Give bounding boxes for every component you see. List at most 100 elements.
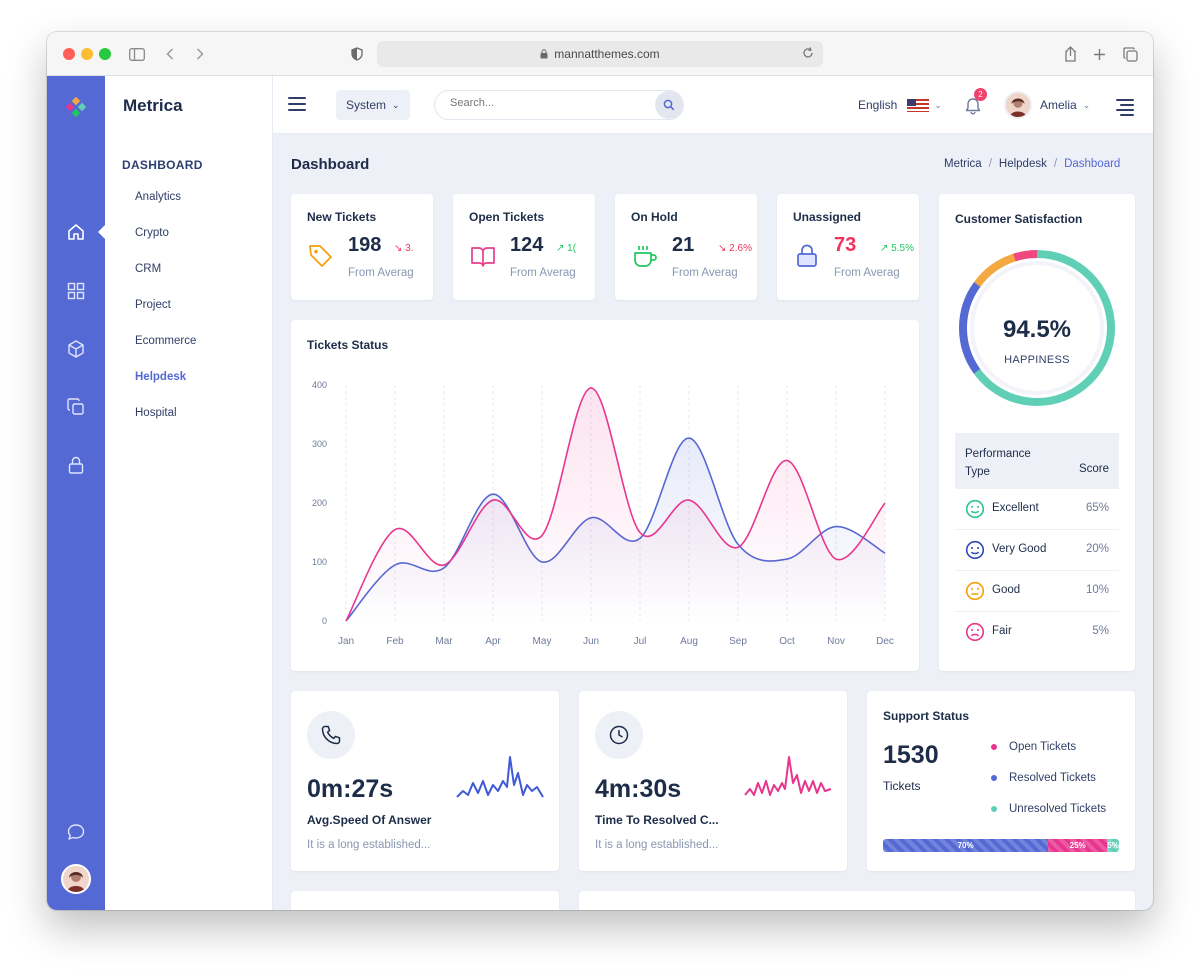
shield-icon[interactable] (347, 44, 367, 64)
tabs-overview-icon[interactable] (1120, 44, 1140, 64)
performance-type: Good (992, 584, 1021, 596)
minimize-window-button[interactable] (81, 48, 93, 60)
bottom-card (291, 891, 559, 910)
search-box (434, 90, 684, 120)
satisfaction-label: HAPPINESS (1004, 354, 1070, 366)
page-title: Dashboard (291, 156, 370, 173)
performance-type: Very Good (992, 543, 1047, 555)
browser-window: mannatthemes.com (47, 32, 1153, 910)
menu-toggle-icon[interactable] (288, 97, 306, 111)
column-header-type: Performance Type (965, 448, 1031, 478)
close-window-button[interactable] (63, 48, 75, 60)
performance-score: 5% (1092, 625, 1109, 637)
system-dropdown[interactable]: System ⌄ (336, 90, 410, 120)
y-tick-label: 0 (322, 616, 327, 626)
rail-lock[interactable] (64, 453, 88, 477)
performance-type: Excellent (992, 502, 1039, 514)
stat-card-open-tickets: Open Tickets 124 ↗ 1( From Averag (453, 194, 595, 300)
stat-title: New Tickets (307, 210, 377, 224)
breadcrumb-item[interactable]: Helpdesk (998, 158, 1047, 170)
sparkline-chart (456, 756, 544, 798)
sidebar-item-crypto[interactable]: Crypto (135, 227, 169, 239)
share-icon[interactable] (1060, 44, 1080, 64)
gauge-segment (959, 250, 1115, 406)
reload-icon[interactable] (801, 46, 815, 60)
avatar (1004, 91, 1032, 119)
book-open-icon (471, 247, 495, 267)
new-tab-icon[interactable] (1089, 44, 1109, 64)
stat-title: Open Tickets (469, 210, 545, 224)
maximize-window-button[interactable] (99, 48, 111, 60)
legend-item: Open Tickets (991, 741, 1076, 753)
series-area (346, 387, 885, 621)
language-selector[interactable]: English ⌄ (858, 98, 942, 112)
stat-value: 198 (348, 234, 382, 256)
tag-icon (309, 245, 332, 267)
table-header: Performance Type Score (955, 433, 1119, 489)
x-tick-label: Nov (827, 636, 845, 647)
rail-apps[interactable] (64, 279, 88, 303)
forward-icon[interactable] (190, 44, 210, 64)
stat-subtext: From Averag (834, 267, 900, 279)
metric-value: 4m:30s (595, 775, 682, 803)
sidebar-toggle-icon[interactable] (127, 44, 147, 64)
y-tick-label: 400 (312, 380, 327, 390)
chat-icon (67, 824, 85, 840)
rail-copy[interactable] (64, 395, 88, 419)
right-sidebar-toggle-icon[interactable] (1116, 99, 1134, 119)
url-bar[interactable]: mannatthemes.com (377, 41, 823, 67)
performance-score: 10% (1085, 584, 1109, 596)
rail-home[interactable] (64, 220, 105, 244)
search-icon[interactable] (655, 91, 683, 119)
sidebar-menu: Metrica DASHBOARD Analytics Crypto CRM P… (105, 76, 273, 910)
x-tick-label: Apr (485, 636, 501, 647)
menu-section-title: DASHBOARD (122, 158, 203, 172)
chevron-down-icon: ⌄ (934, 99, 942, 110)
box-icon (68, 340, 84, 358)
user-menu[interactable]: Amelia ⌄ (1004, 91, 1090, 119)
metrica-logo-icon[interactable] (64, 95, 88, 119)
notification-badge: 2 (974, 88, 987, 101)
table-row: Very Good 20% (955, 530, 1119, 571)
stat-title: On Hold (631, 210, 678, 224)
language-label: English (858, 98, 898, 112)
stat-change: ↗ 1( (556, 243, 577, 254)
breadcrumb-item[interactable]: Metrica (944, 158, 982, 170)
progress-segment-open: 25% (1048, 839, 1108, 852)
lock-icon (68, 456, 84, 474)
home-icon (68, 224, 84, 240)
support-unit: Tickets (883, 779, 921, 793)
stat-value: 73 (834, 234, 857, 256)
metric-subtext: It is a long established... (307, 839, 431, 851)
stat-subtext: From Averag (510, 267, 576, 279)
tickets-status-chart: Jan Feb Mar Apr May Jun Jul Aug Sep Oct Nov Dec 0 100… (312, 380, 894, 647)
sidebar-item-analytics[interactable]: Analytics (135, 191, 182, 203)
sidebar-item-crm[interactable]: CRM (135, 263, 162, 275)
stat-change: ↘ 2.6% (718, 243, 752, 254)
sidebar-item-project[interactable]: Project (135, 299, 171, 311)
lock-icon (797, 244, 817, 267)
frown-icon (965, 622, 985, 642)
satisfaction-value: 94.5% (1002, 316, 1072, 343)
rail-box[interactable] (64, 337, 88, 361)
x-tick-label: Oct (779, 636, 795, 647)
chart-title: Tickets Status (307, 338, 389, 352)
stat-value: 124 (510, 234, 544, 256)
metric-label: Avg.Speed Of Answer (307, 813, 432, 827)
search-input[interactable] (450, 97, 640, 109)
rail-chat[interactable] (64, 820, 88, 844)
bottom-card (579, 891, 1135, 910)
browser-toolbar: mannatthemes.com (47, 32, 1153, 76)
performance-type: Fair (992, 625, 1012, 637)
brand-name[interactable]: Metrica (123, 96, 183, 115)
back-icon[interactable] (160, 44, 180, 64)
sidebar-item-ecommerce[interactable]: Ecommerce (135, 335, 197, 347)
stat-value: 21 (672, 234, 695, 256)
progress-segment-unresolved: 5% (1107, 839, 1119, 852)
sidebar-item-hospital[interactable]: Hospital (135, 407, 177, 419)
x-tick-label: Jan (338, 636, 354, 647)
legend-item: Unresolved Tickets (991, 803, 1106, 815)
breadcrumb-current: Dashboard (1064, 158, 1121, 170)
avatar[interactable] (61, 864, 91, 894)
sidebar-item-helpdesk[interactable]: Helpdesk (135, 371, 187, 383)
